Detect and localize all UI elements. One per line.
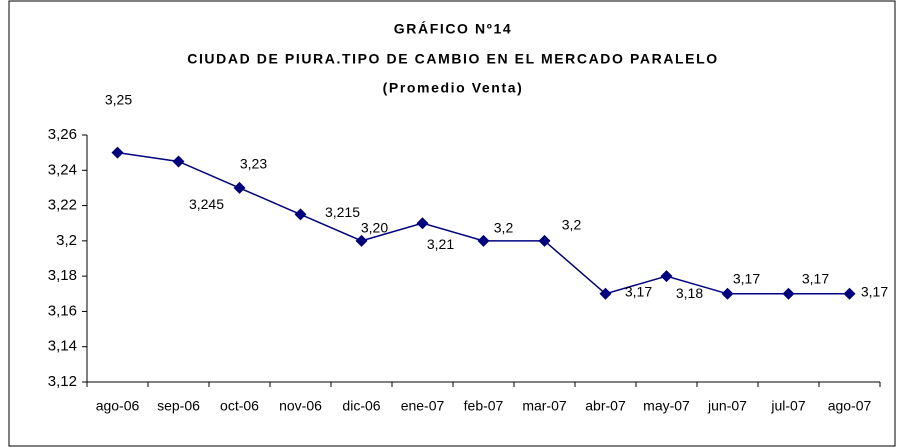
x-tick-label: may-07	[643, 398, 690, 414]
chart-subtitle: CIUDAD DE PIURA.TIPO DE CAMBIO EN EL MER…	[187, 51, 719, 67]
y-tick-label: 3,2	[56, 232, 77, 249]
marker	[111, 146, 124, 159]
y-tick-label: 3,24	[48, 161, 77, 178]
data-label: 3,25	[105, 91, 132, 107]
x-tick-label: nov-06	[279, 398, 322, 414]
marker	[843, 287, 856, 300]
marker	[477, 234, 490, 247]
chart-title: GRÁFICO Nº14	[394, 21, 512, 37]
data-label: 3,215	[325, 204, 360, 220]
x-tick-label: abr-07	[585, 398, 626, 414]
data-label: 3,20	[361, 220, 388, 236]
marker	[721, 287, 734, 300]
data-label: 3,23	[240, 156, 267, 172]
x-tick-label: jun-07	[707, 398, 747, 414]
marker	[599, 287, 612, 300]
data-label: 3,17	[802, 270, 829, 286]
marker	[172, 155, 185, 168]
x-tick-label: oct-06	[220, 398, 259, 414]
data-label: 3,17	[861, 283, 888, 299]
data-label: 3,245	[189, 196, 224, 212]
x-tick-label: sep-06	[157, 398, 200, 414]
x-tick-label: ene-07	[401, 398, 445, 414]
chart-border	[8, 0, 896, 447]
data-label: 3,18	[676, 285, 703, 301]
x-tick-label: jul-07	[770, 398, 805, 414]
y-tick-label: 3,12	[48, 373, 77, 390]
data-label: 3,2	[494, 220, 514, 236]
y-tick-label: 3,14	[48, 338, 77, 355]
marker	[538, 234, 551, 247]
data-label: 3,17	[625, 283, 652, 299]
x-tick-label: ago-06	[96, 398, 140, 414]
y-tick-label: 3,18	[48, 267, 77, 284]
y-tick-label: 3,26	[48, 126, 77, 143]
x-tick-label: dic-06	[342, 398, 380, 414]
x-tick-label: mar-07	[522, 398, 567, 414]
marker	[416, 217, 429, 230]
chart-note: (Promedio Venta)	[383, 80, 524, 96]
x-tick-label: feb-07	[464, 398, 504, 414]
y-tick-label: 3,16	[48, 302, 77, 319]
marker	[233, 181, 246, 194]
x-tick-label: ago-07	[828, 398, 872, 414]
marker	[294, 208, 307, 221]
data-label: 3,21	[427, 236, 454, 252]
marker	[660, 270, 673, 283]
y-tick-label: 3,22	[48, 197, 77, 214]
marker	[355, 234, 368, 247]
data-label: 3,2	[562, 217, 582, 233]
data-label: 3,17	[733, 270, 760, 286]
marker	[782, 287, 795, 300]
